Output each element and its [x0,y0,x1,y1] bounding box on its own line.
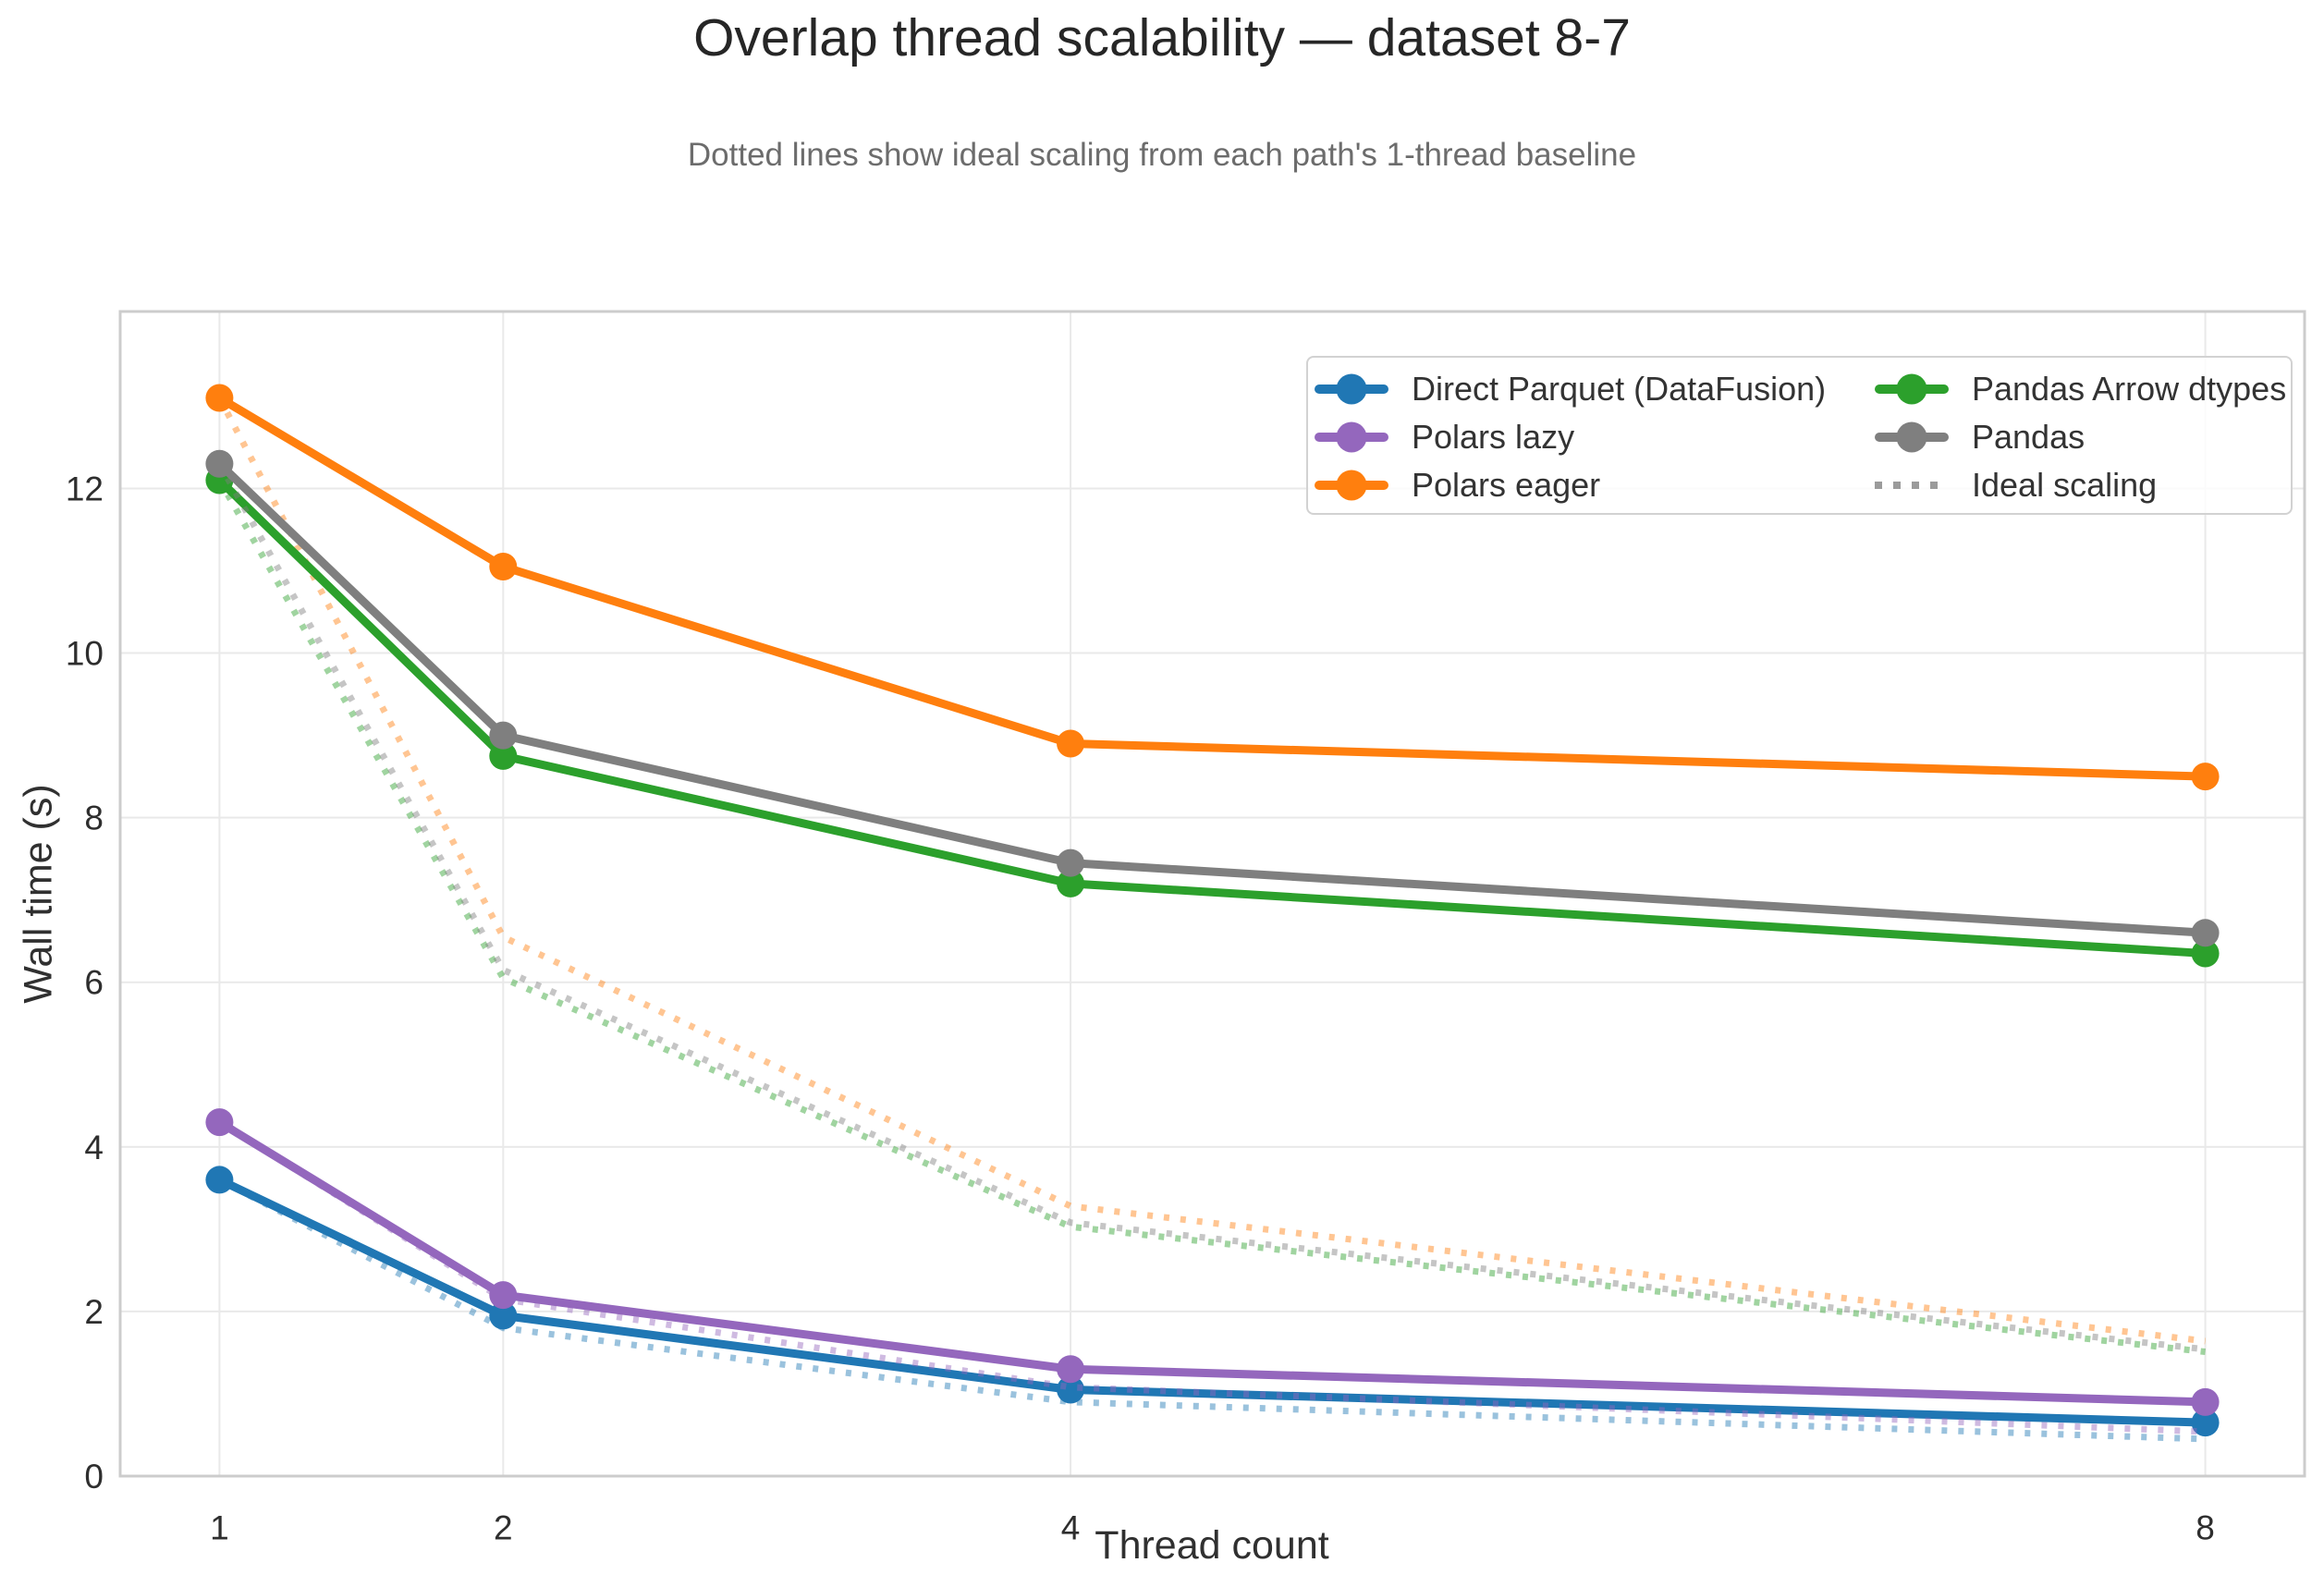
legend-item: Pandas Arrow dtypes [1875,365,2291,413]
legend-line-sample [1315,421,1388,454]
data-point-marker [489,1301,518,1330]
x-tick-label: 8 [2196,1508,2215,1546]
legend-item-label: Pandas [1972,418,2085,456]
x-tick-label: 4 [1061,1508,1081,1546]
marker-dot-icon [1336,373,1367,405]
data-point-marker [205,384,234,412]
chart-subtitle: Dotted lines show ideal scaling from eac… [687,137,1637,173]
data-point-marker [2191,939,2220,968]
y-tick-label: 4 [84,1129,104,1166]
legend-item: Polars lazy [1315,413,1875,461]
data-point-marker [1057,729,1085,758]
ideal-scaling-line [217,1119,2206,1435]
data-point-marker [2191,1409,2220,1437]
x-tick-label: 2 [494,1508,513,1546]
legend-line-sample [1315,372,1388,406]
y-tick-label: 12 [66,470,104,507]
ideal-scaling-line [216,462,2206,1353]
dotted-line-icon [1875,482,1949,489]
legend-item: Polars eager [1315,461,1875,509]
ideal-scaling-line [216,396,2207,1345]
y-axis-label: Wall time (s) [16,784,61,1004]
marker-dot-icon [1896,373,1927,405]
legend-line-sample [1875,421,1949,454]
y-tick-label: 6 [84,964,104,1002]
data-point-marker [489,1281,518,1310]
series-line [216,460,2206,937]
x-axis-label: Thread count [1095,1523,1329,1568]
data-point-marker [1057,1375,1085,1404]
y-tick-label: 0 [84,1458,104,1495]
legend-item: Ideal scaling [1875,461,2291,509]
data-point-marker [205,1108,234,1137]
legend-item: Pandas [1875,413,2291,461]
legend-item-label: Polars lazy [1412,418,1575,456]
data-point-marker [1057,869,1085,897]
data-point-marker [2191,919,2220,947]
marker-dot-icon [1896,421,1927,453]
data-point-marker [489,553,518,581]
y-tick-label: 2 [84,1293,104,1331]
data-point-marker [2191,763,2220,791]
x-tick-label: 1 [210,1508,229,1546]
chart-title: Overlap thread scalability — dataset 8-7 [693,8,1631,67]
data-point-marker [1057,1355,1085,1384]
y-tick-label: 10 [66,635,104,673]
data-point-marker [205,1166,234,1194]
legend: Direct Parquet (DataFusion) Polars lazy Po… [1306,356,2293,515]
data-point-marker [205,449,234,478]
ideal-scaling-line [217,1177,2206,1443]
legend-line-sample [1875,372,1949,406]
data-point-marker [489,721,518,750]
legend-dotted-line-sample [1875,469,1949,502]
series-line [217,1118,2206,1407]
data-point-marker [489,741,518,770]
plot-border [118,310,2306,1478]
marker-dot-icon [1336,470,1367,501]
series-line [217,394,2206,781]
data-point-marker [2191,1387,2220,1416]
series-line [216,477,2206,958]
ideal-scaling-line [216,478,2206,1356]
legend-item: Direct Parquet (DataFusion) [1315,365,1875,413]
legend-item-label: Pandas Arrow dtypes [1972,370,2287,408]
marker-dot-icon [1336,421,1367,453]
series-line [217,1176,2206,1427]
legend-line-sample [1315,469,1388,502]
legend-item-label: Ideal scaling [1972,466,2158,504]
legend-item-label: Polars eager [1412,466,1601,504]
legend-item-label: Direct Parquet (DataFusion) [1412,370,1827,408]
y-tick-label: 8 [84,800,104,837]
data-point-marker [1057,848,1085,877]
